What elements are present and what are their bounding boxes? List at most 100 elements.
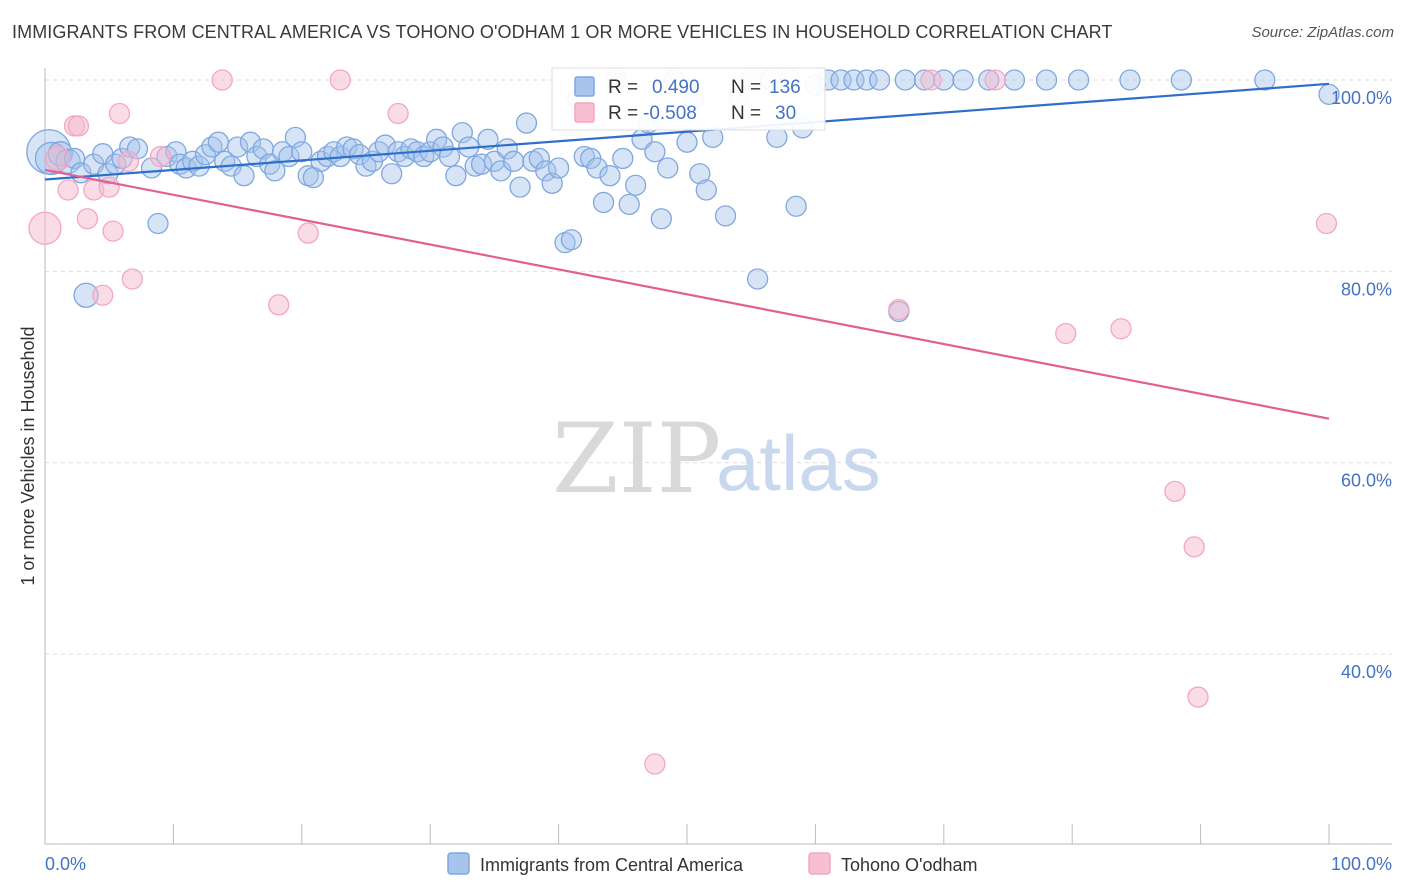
point-central-america-87 (612, 147, 634, 170)
point-central-america-124 (1067, 69, 1090, 91)
point-central-america-93 (650, 208, 672, 230)
y-tick-label-0: 100.0% (1331, 88, 1392, 108)
x-tick-label-max: 100.0% (1331, 854, 1392, 874)
point-tohono-26 (1183, 536, 1205, 558)
point-tohono-12 (121, 268, 143, 290)
point-central-america-28 (233, 165, 255, 187)
stats-r-value-1: 0.490 (652, 77, 700, 98)
point-tohono-14 (211, 69, 233, 91)
point-central-america-117 (894, 69, 916, 91)
point-central-america-94 (657, 157, 679, 179)
watermark: ZIP atlas (552, 403, 881, 515)
trend-lines (44, 82, 1330, 420)
legend-label-central-america: Immigrants from Central America (480, 855, 744, 875)
stats-r-label-1: R = (608, 77, 638, 98)
point-tohono-0 (28, 211, 62, 245)
point-tohono-16 (297, 222, 319, 244)
point-central-america-37 (291, 141, 313, 163)
stats-n-value-2: 30 (775, 103, 796, 124)
point-central-america-27 (226, 136, 249, 158)
watermark-atlas: atlas (716, 419, 881, 507)
trend-line-tohono (44, 168, 1330, 420)
point-tohono-7 (92, 284, 114, 306)
point-tohono-2 (57, 179, 79, 201)
point-tohono-4 (67, 115, 90, 137)
point-tohono-24 (1110, 318, 1132, 340)
point-central-america-99 (695, 179, 717, 201)
stats-box: R = 0.490 N = 136 R = -0.508 N = 30 (551, 67, 826, 131)
point-central-america-70 (503, 150, 525, 172)
point-central-america-104 (746, 268, 769, 290)
point-central-america-92 (644, 141, 666, 163)
point-tohono-1 (45, 145, 71, 172)
point-tohono-18 (387, 102, 409, 125)
point-central-america-101 (714, 205, 737, 227)
point-tohono-21 (920, 69, 942, 91)
point-central-america-15 (147, 212, 169, 235)
point-tohono-11 (117, 150, 140, 172)
point-central-america-108 (785, 195, 807, 217)
y-tick-label-1: 80.0% (1341, 279, 1392, 299)
point-central-america-123 (1035, 69, 1058, 91)
point-central-america-114 (856, 69, 878, 91)
legend-label-tohono: Tohono O'odham (841, 855, 978, 875)
y-tick-labels: 100.0% 80.0% 60.0% 40.0% (1331, 88, 1392, 682)
point-tohono-10 (108, 102, 131, 125)
point-central-america-79 (560, 229, 583, 251)
point-central-america-115 (868, 69, 891, 91)
stats-r-value-2: -0.508 (643, 103, 697, 124)
point-central-america-126 (1170, 69, 1192, 91)
point-central-america-51 (381, 163, 403, 185)
point-central-america-24 (207, 131, 229, 153)
point-central-america-45 (342, 138, 364, 160)
legend-swatch-central-america (447, 852, 470, 875)
point-central-america-112 (830, 69, 852, 91)
point-central-america-61 (445, 165, 467, 187)
point-central-america-89 (624, 174, 647, 196)
point-tohono-17 (329, 69, 351, 91)
stats-n-label-2: N = (731, 103, 761, 124)
legend-swatch-tohono (808, 852, 831, 875)
point-tohono-13 (149, 145, 172, 168)
point-central-america-98 (689, 163, 711, 185)
point-central-america-66 (477, 128, 499, 150)
point-tohono-28 (1315, 212, 1338, 235)
trend-line-central-america (44, 82, 1330, 181)
point-tohono-23 (1055, 322, 1077, 345)
point-central-america-85 (599, 165, 621, 187)
point-central-america-75 (535, 160, 557, 182)
y-axis-label: 1 or more Vehicles in Household (18, 326, 38, 585)
point-tohono-9 (102, 220, 124, 242)
point-central-america-96 (676, 131, 698, 153)
point-central-america-77 (547, 157, 570, 179)
stats-n-value-1: 136 (769, 77, 801, 98)
point-central-america-71 (509, 176, 531, 198)
point-central-america-33 (264, 160, 286, 182)
stats-box-frame (551, 67, 826, 131)
point-tohono-22 (984, 69, 1006, 91)
legend: Immigrants from Central America Tohono O… (447, 852, 978, 875)
point-central-america-84 (592, 191, 615, 214)
point-central-america-74 (528, 147, 550, 170)
point-central-america-122 (1003, 69, 1026, 91)
stats-swatch-pink (574, 102, 595, 123)
point-central-america-125 (1119, 69, 1141, 91)
point-central-america-21 (188, 155, 210, 177)
point-central-america-120 (952, 69, 974, 91)
point-central-america-49 (368, 141, 390, 163)
point-tohono-25 (1164, 480, 1186, 503)
point-central-america-127 (1254, 69, 1276, 91)
point-central-america-113 (843, 69, 865, 91)
x-tick-label-min: 0.0% (45, 854, 86, 874)
point-tohono-5 (76, 208, 99, 230)
y-tick-label-2: 60.0% (1341, 471, 1392, 491)
point-central-america-60 (438, 145, 461, 168)
watermark-zip: ZIP (552, 403, 721, 515)
point-tohono-19 (644, 753, 666, 775)
point-central-america-72 (515, 112, 538, 134)
x-axis-ticks (172, 824, 1330, 844)
point-central-america-83 (586, 157, 608, 179)
point-central-america-88 (618, 193, 640, 216)
point-central-america-65 (470, 153, 493, 175)
